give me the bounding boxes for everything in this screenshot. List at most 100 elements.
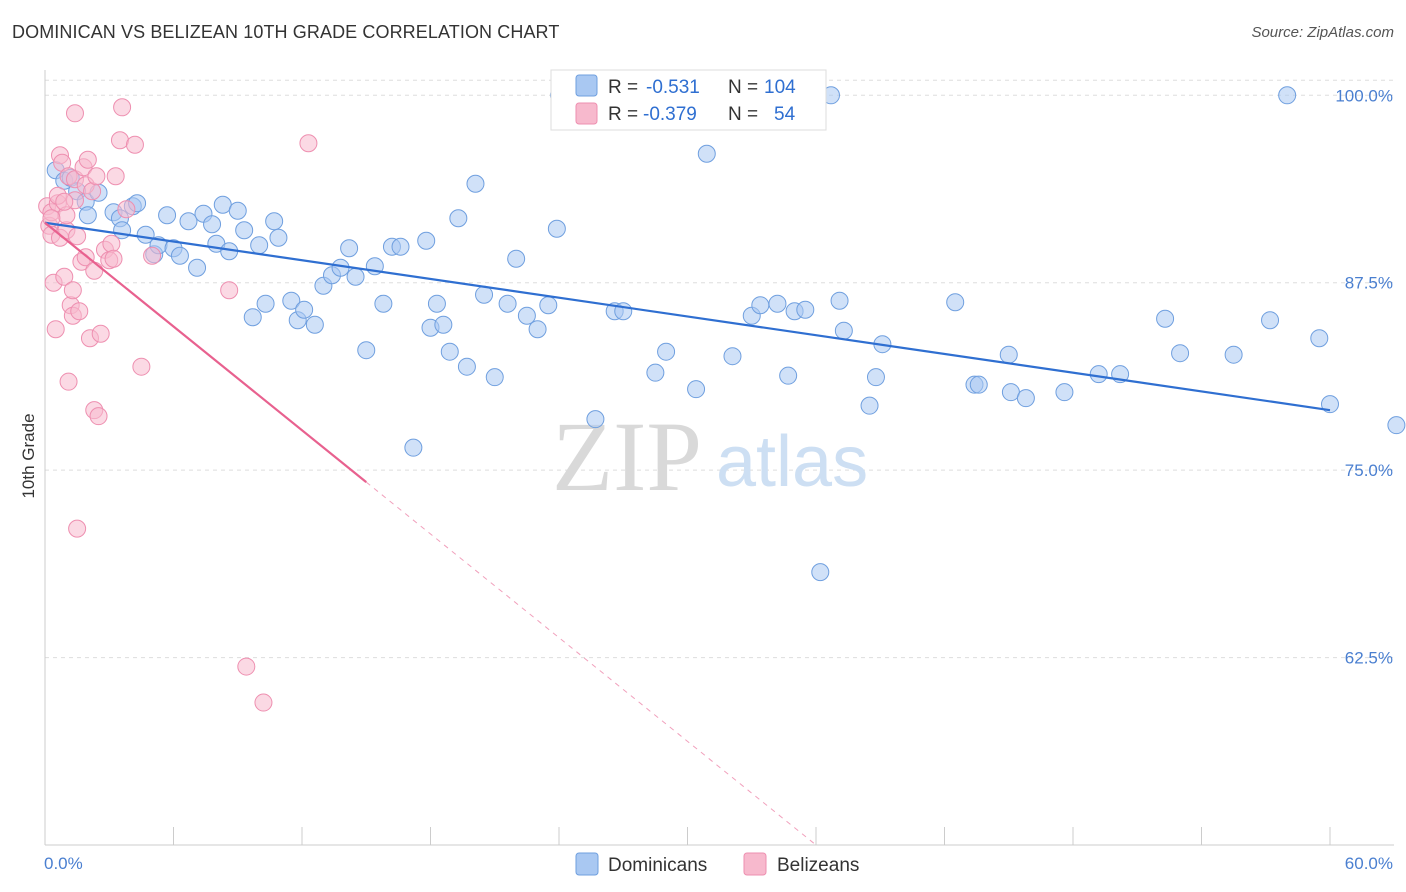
dominicans-point [440, 342, 459, 361]
belizeans-point [237, 657, 256, 676]
belizeans-point [85, 261, 104, 280]
y-tick-label: 87.5% [1345, 274, 1393, 293]
dominicans-point [228, 201, 247, 220]
dominicans-point [179, 212, 198, 231]
x-tick-label-min: 0.0% [44, 854, 83, 873]
dominicans-point [969, 375, 988, 394]
stats-legend: R = -0.531 N = 104 R = -0.379 N = 54 [550, 69, 827, 131]
legend-n-label-1: N = [728, 77, 758, 98]
belizeans-trend-line [44, 221, 367, 483]
y-tick-label: 75.0% [1345, 461, 1393, 480]
belizeans-point [113, 98, 132, 117]
series-legend-label-dominicans: Dominicans [608, 855, 707, 876]
dominicans-point [434, 315, 453, 334]
belizeans-point [68, 519, 87, 538]
dominicans-point [485, 368, 504, 387]
legend-n-value-1: 104 [764, 77, 796, 98]
belizeans-point [143, 246, 162, 265]
belizeans-point [83, 182, 102, 201]
belizeans-point [125, 135, 144, 154]
dominicans-point [1001, 383, 1020, 402]
dominicans-point [528, 320, 547, 339]
dominicans-point [466, 174, 485, 193]
belizeans-point [68, 227, 87, 246]
legend-r-value-1: -0.531 [646, 77, 700, 98]
dominicans-point [265, 212, 284, 231]
dominicans-point [269, 228, 288, 247]
dominicans-point [391, 237, 410, 256]
dominicans-point [213, 195, 232, 214]
belizeans-point [55, 192, 74, 211]
belizeans-point [102, 234, 121, 253]
y-axis-title: 10th Grade [19, 413, 38, 498]
series-legend-swatch-dominicans [575, 852, 599, 876]
dominicans-point [404, 438, 423, 457]
dominicans-point [830, 291, 849, 310]
dominicans-point [547, 219, 566, 238]
dominicans-point [475, 285, 494, 304]
dominicans-point [1156, 309, 1175, 328]
y-tick-label: 62.5% [1345, 649, 1393, 668]
belizeans-point [117, 200, 136, 219]
dominicans-point [340, 239, 359, 258]
dominicans-point [586, 410, 605, 429]
legend-r-label-1: R = [608, 77, 638, 98]
dominicans-point [1089, 365, 1108, 384]
dominicans-point [1310, 329, 1329, 348]
legend-n-label-2: N = [728, 104, 758, 125]
dominicans-point [449, 209, 468, 228]
series-legend-label-belizeans: Belizeans [777, 855, 859, 876]
dominicans-point [78, 206, 97, 225]
legend-r-label-2: R = [608, 104, 638, 125]
watermark: ZIP atlas [552, 401, 868, 512]
legend-swatch-dominicans [575, 74, 598, 97]
dominicans-point [1171, 344, 1190, 363]
dominicans-point [946, 293, 965, 312]
dominicans-point [796, 300, 815, 319]
dominicans-point [498, 294, 517, 313]
dominicans-point [687, 380, 706, 399]
dominicans-point [811, 563, 830, 582]
dominicans-point [243, 308, 262, 327]
belizeans-point [89, 407, 108, 426]
x-tick-labels: 0.0% 60.0% [44, 854, 1393, 873]
belizeans-trend-extension [365, 481, 817, 846]
grid-lines [45, 79, 1394, 659]
dominicans-point [507, 249, 526, 268]
dominicans-point [250, 236, 269, 255]
dominicans-point [866, 368, 885, 387]
dominicans-point [1055, 383, 1074, 402]
dominicans-point [295, 300, 314, 319]
dominicans-point [235, 221, 254, 240]
dominicans-point [1261, 311, 1280, 330]
dominicans-point [1016, 389, 1035, 408]
dominicans-point [1224, 345, 1243, 364]
dominicans-point [256, 294, 275, 313]
y-tick-labels: 62.5% 75.0% 87.5% 100.0% [1335, 86, 1393, 667]
belizeans-point [220, 281, 239, 300]
belizeans-points [38, 98, 318, 712]
belizeans-point [87, 167, 106, 186]
belizeans-point [254, 693, 273, 712]
legend-swatch-belizeans [575, 102, 598, 125]
belizeans-point [91, 324, 110, 343]
dominicans-point [305, 315, 324, 334]
series-legend-swatch-belizeans [743, 852, 767, 876]
dominicans-point [1321, 395, 1339, 414]
belizeans-point [132, 357, 151, 376]
series-legend: Dominicans Belizeans [575, 852, 859, 876]
dominicans-point [188, 258, 207, 277]
dominicans-point [203, 215, 222, 234]
belizeans-point [55, 267, 74, 286]
dominicans-point [282, 291, 301, 310]
dominicans-point [646, 363, 665, 382]
dominicans-points [46, 86, 1406, 582]
dominicans-point [999, 345, 1018, 364]
legend-n-value-2: 54 [774, 104, 796, 125]
belizeans-point [63, 281, 82, 300]
watermark-zip: ZIP [552, 401, 702, 512]
belizeans-point [106, 167, 125, 186]
dominicans-point [1387, 416, 1406, 435]
dominicans-point [751, 296, 770, 315]
